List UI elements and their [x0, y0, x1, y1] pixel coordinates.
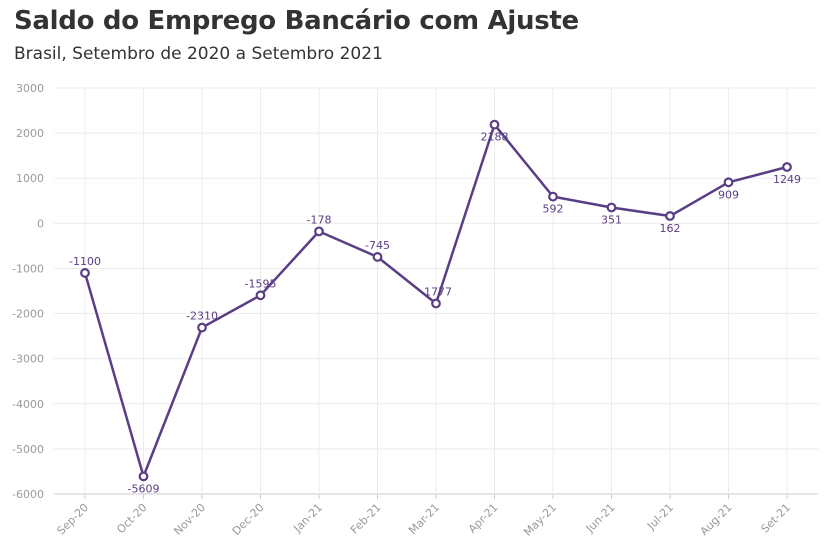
data-point — [197, 322, 207, 333]
chart-title: Saldo do Emprego Bancário com Ajuste — [14, 6, 579, 36]
data-point — [431, 298, 441, 309]
data-label: -1100 — [69, 255, 101, 268]
data-label: 2188 — [481, 131, 509, 144]
data-point — [782, 162, 792, 172]
data-point — [138, 471, 149, 482]
data-point — [665, 211, 675, 221]
data-label: 909 — [718, 188, 739, 201]
data-label: -1595 — [245, 277, 277, 290]
data-point — [372, 252, 383, 262]
x-tick-label: Sep-20 — [55, 501, 92, 538]
x-tick-label: May-21 — [521, 501, 559, 539]
y-tick-label: -6000 — [12, 488, 44, 501]
y-tick-label: 3000 — [16, 82, 44, 95]
data-label: 1249 — [773, 173, 801, 186]
x-tick-label: Jul-21 — [644, 501, 676, 533]
data-label: -5609 — [128, 482, 160, 495]
data-point — [548, 191, 558, 202]
grid-lines — [54, 87, 818, 495]
y-tick-label: 0 — [37, 217, 44, 230]
data-labels: -1100 -5609 -2310 -1595 -178 -745 -1777 2188 592… — [69, 131, 801, 496]
data-point — [723, 177, 734, 188]
y-tick-label: 2000 — [16, 127, 44, 140]
data-point — [80, 268, 90, 278]
data-label: 351 — [601, 213, 622, 226]
x-tick-label: Feb-21 — [348, 501, 384, 537]
data-label: -1777 — [420, 285, 452, 298]
y-tick-label: 1000 — [16, 172, 44, 185]
data-point — [255, 290, 266, 301]
data-label: 592 — [543, 203, 564, 216]
y-tick-label: -2000 — [12, 308, 44, 321]
data-points — [80, 119, 792, 482]
x-tick-label: Oct-20 — [114, 501, 149, 536]
data-label: -178 — [307, 213, 332, 226]
x-tick-label: Set-21 — [758, 501, 793, 536]
y-tick-label: -1000 — [12, 262, 44, 275]
y-tick-label: -4000 — [12, 398, 44, 411]
data-label: -2310 — [186, 310, 218, 323]
chart-subtitle: Brasil, Setembro de 2020 a Setembro 2021 — [14, 44, 383, 64]
data-point — [314, 226, 324, 237]
data-label: -745 — [365, 239, 390, 252]
x-tick-label: Nov-20 — [171, 501, 208, 538]
data-point — [489, 119, 500, 130]
x-tick-label: Jun-21 — [583, 501, 618, 536]
x-tick-label: Mar-21 — [406, 501, 442, 537]
y-tick-label: -5000 — [12, 443, 44, 456]
y-tick-label: -3000 — [12, 353, 44, 366]
y-axis: 3000 2000 1000 0 -1000 -2000 -3000 -4000 -5000 -6… — [12, 82, 44, 501]
x-tick-label: Aug-21 — [698, 501, 735, 538]
x-tick-label: Apr-21 — [466, 501, 501, 536]
x-axis: Sep-20 Oct-20 Nov-20 Dec-20 Jan-21 Feb-21 Mar-… — [55, 494, 793, 539]
data-label: 162 — [660, 222, 681, 235]
data-point — [606, 202, 617, 213]
x-tick-label: Jan-21 — [291, 501, 326, 536]
x-tick-label: Dec-20 — [230, 501, 267, 538]
